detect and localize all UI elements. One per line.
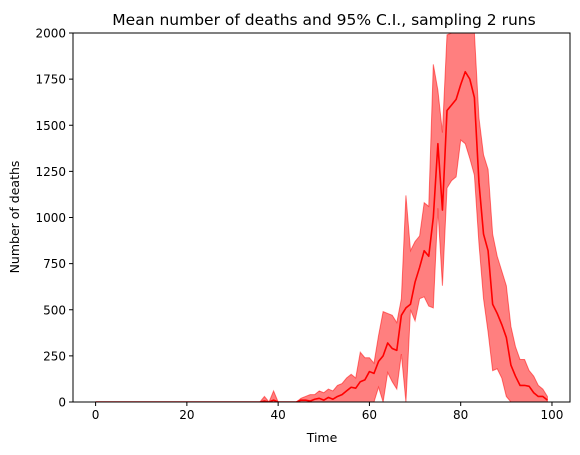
- x-tick-label: 60: [362, 408, 377, 422]
- x-tick-label: 100: [541, 408, 564, 422]
- x-tick-label: 80: [453, 408, 468, 422]
- y-tick-label: 1000: [35, 211, 66, 225]
- x-axis-label: Time: [306, 430, 338, 445]
- y-tick-label: 1250: [35, 165, 66, 179]
- y-axis: 0 250 500 750 1000 1250 1500 1750 2000: [35, 27, 73, 410]
- x-tick-label: 0: [92, 408, 100, 422]
- confidence-band: [95, 33, 548, 402]
- y-tick-label: 750: [43, 257, 66, 271]
- x-tick-label: 20: [179, 408, 194, 422]
- chart-title: Mean number of deaths and 95% C.I., samp…: [112, 11, 535, 29]
- x-axis: 0 20 40 60 80 100: [92, 402, 564, 422]
- y-tick-label: 0: [58, 396, 66, 410]
- y-tick-label: 500: [43, 303, 66, 317]
- x-tick-label: 40: [271, 408, 286, 422]
- plot-area: [72, 32, 571, 403]
- mean-line: [95, 70, 548, 402]
- y-tick-label: 250: [43, 349, 66, 363]
- y-axis-label: Number of deaths: [7, 161, 22, 274]
- y-tick-label: 1500: [35, 119, 66, 133]
- y-tick-label: 1750: [35, 73, 66, 87]
- y-tick-label: 2000: [35, 27, 66, 41]
